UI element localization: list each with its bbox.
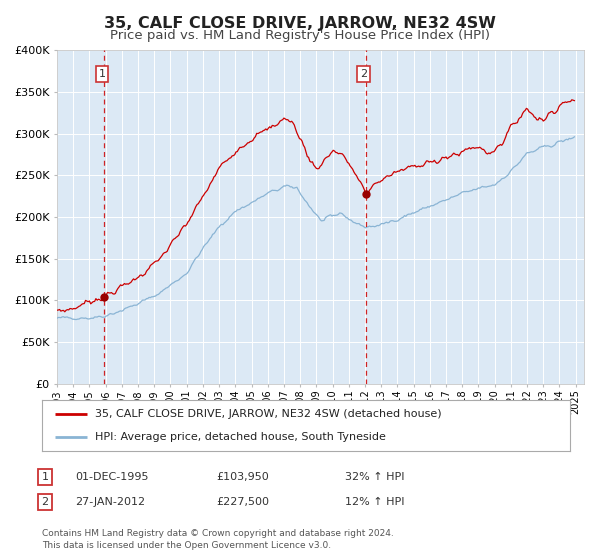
Text: 1: 1 — [41, 472, 49, 482]
Text: 27-JAN-2012: 27-JAN-2012 — [75, 497, 145, 507]
Text: 12% ↑ HPI: 12% ↑ HPI — [345, 497, 404, 507]
Text: This data is licensed under the Open Government Licence v3.0.: This data is licensed under the Open Gov… — [42, 542, 331, 550]
Text: 35, CALF CLOSE DRIVE, JARROW, NE32 4SW (detached house): 35, CALF CLOSE DRIVE, JARROW, NE32 4SW (… — [95, 409, 442, 419]
Text: £227,500: £227,500 — [216, 497, 269, 507]
Text: HPI: Average price, detached house, South Tyneside: HPI: Average price, detached house, Sout… — [95, 432, 386, 442]
Text: 2: 2 — [41, 497, 49, 507]
Text: 35, CALF CLOSE DRIVE, JARROW, NE32 4SW: 35, CALF CLOSE DRIVE, JARROW, NE32 4SW — [104, 16, 496, 31]
Text: Contains HM Land Registry data © Crown copyright and database right 2024.: Contains HM Land Registry data © Crown c… — [42, 529, 394, 538]
Text: 01-DEC-1995: 01-DEC-1995 — [75, 472, 149, 482]
Text: £103,950: £103,950 — [216, 472, 269, 482]
Text: Price paid vs. HM Land Registry's House Price Index (HPI): Price paid vs. HM Land Registry's House … — [110, 29, 490, 42]
Text: 32% ↑ HPI: 32% ↑ HPI — [345, 472, 404, 482]
Text: 2: 2 — [360, 69, 367, 79]
Text: 1: 1 — [98, 69, 106, 79]
